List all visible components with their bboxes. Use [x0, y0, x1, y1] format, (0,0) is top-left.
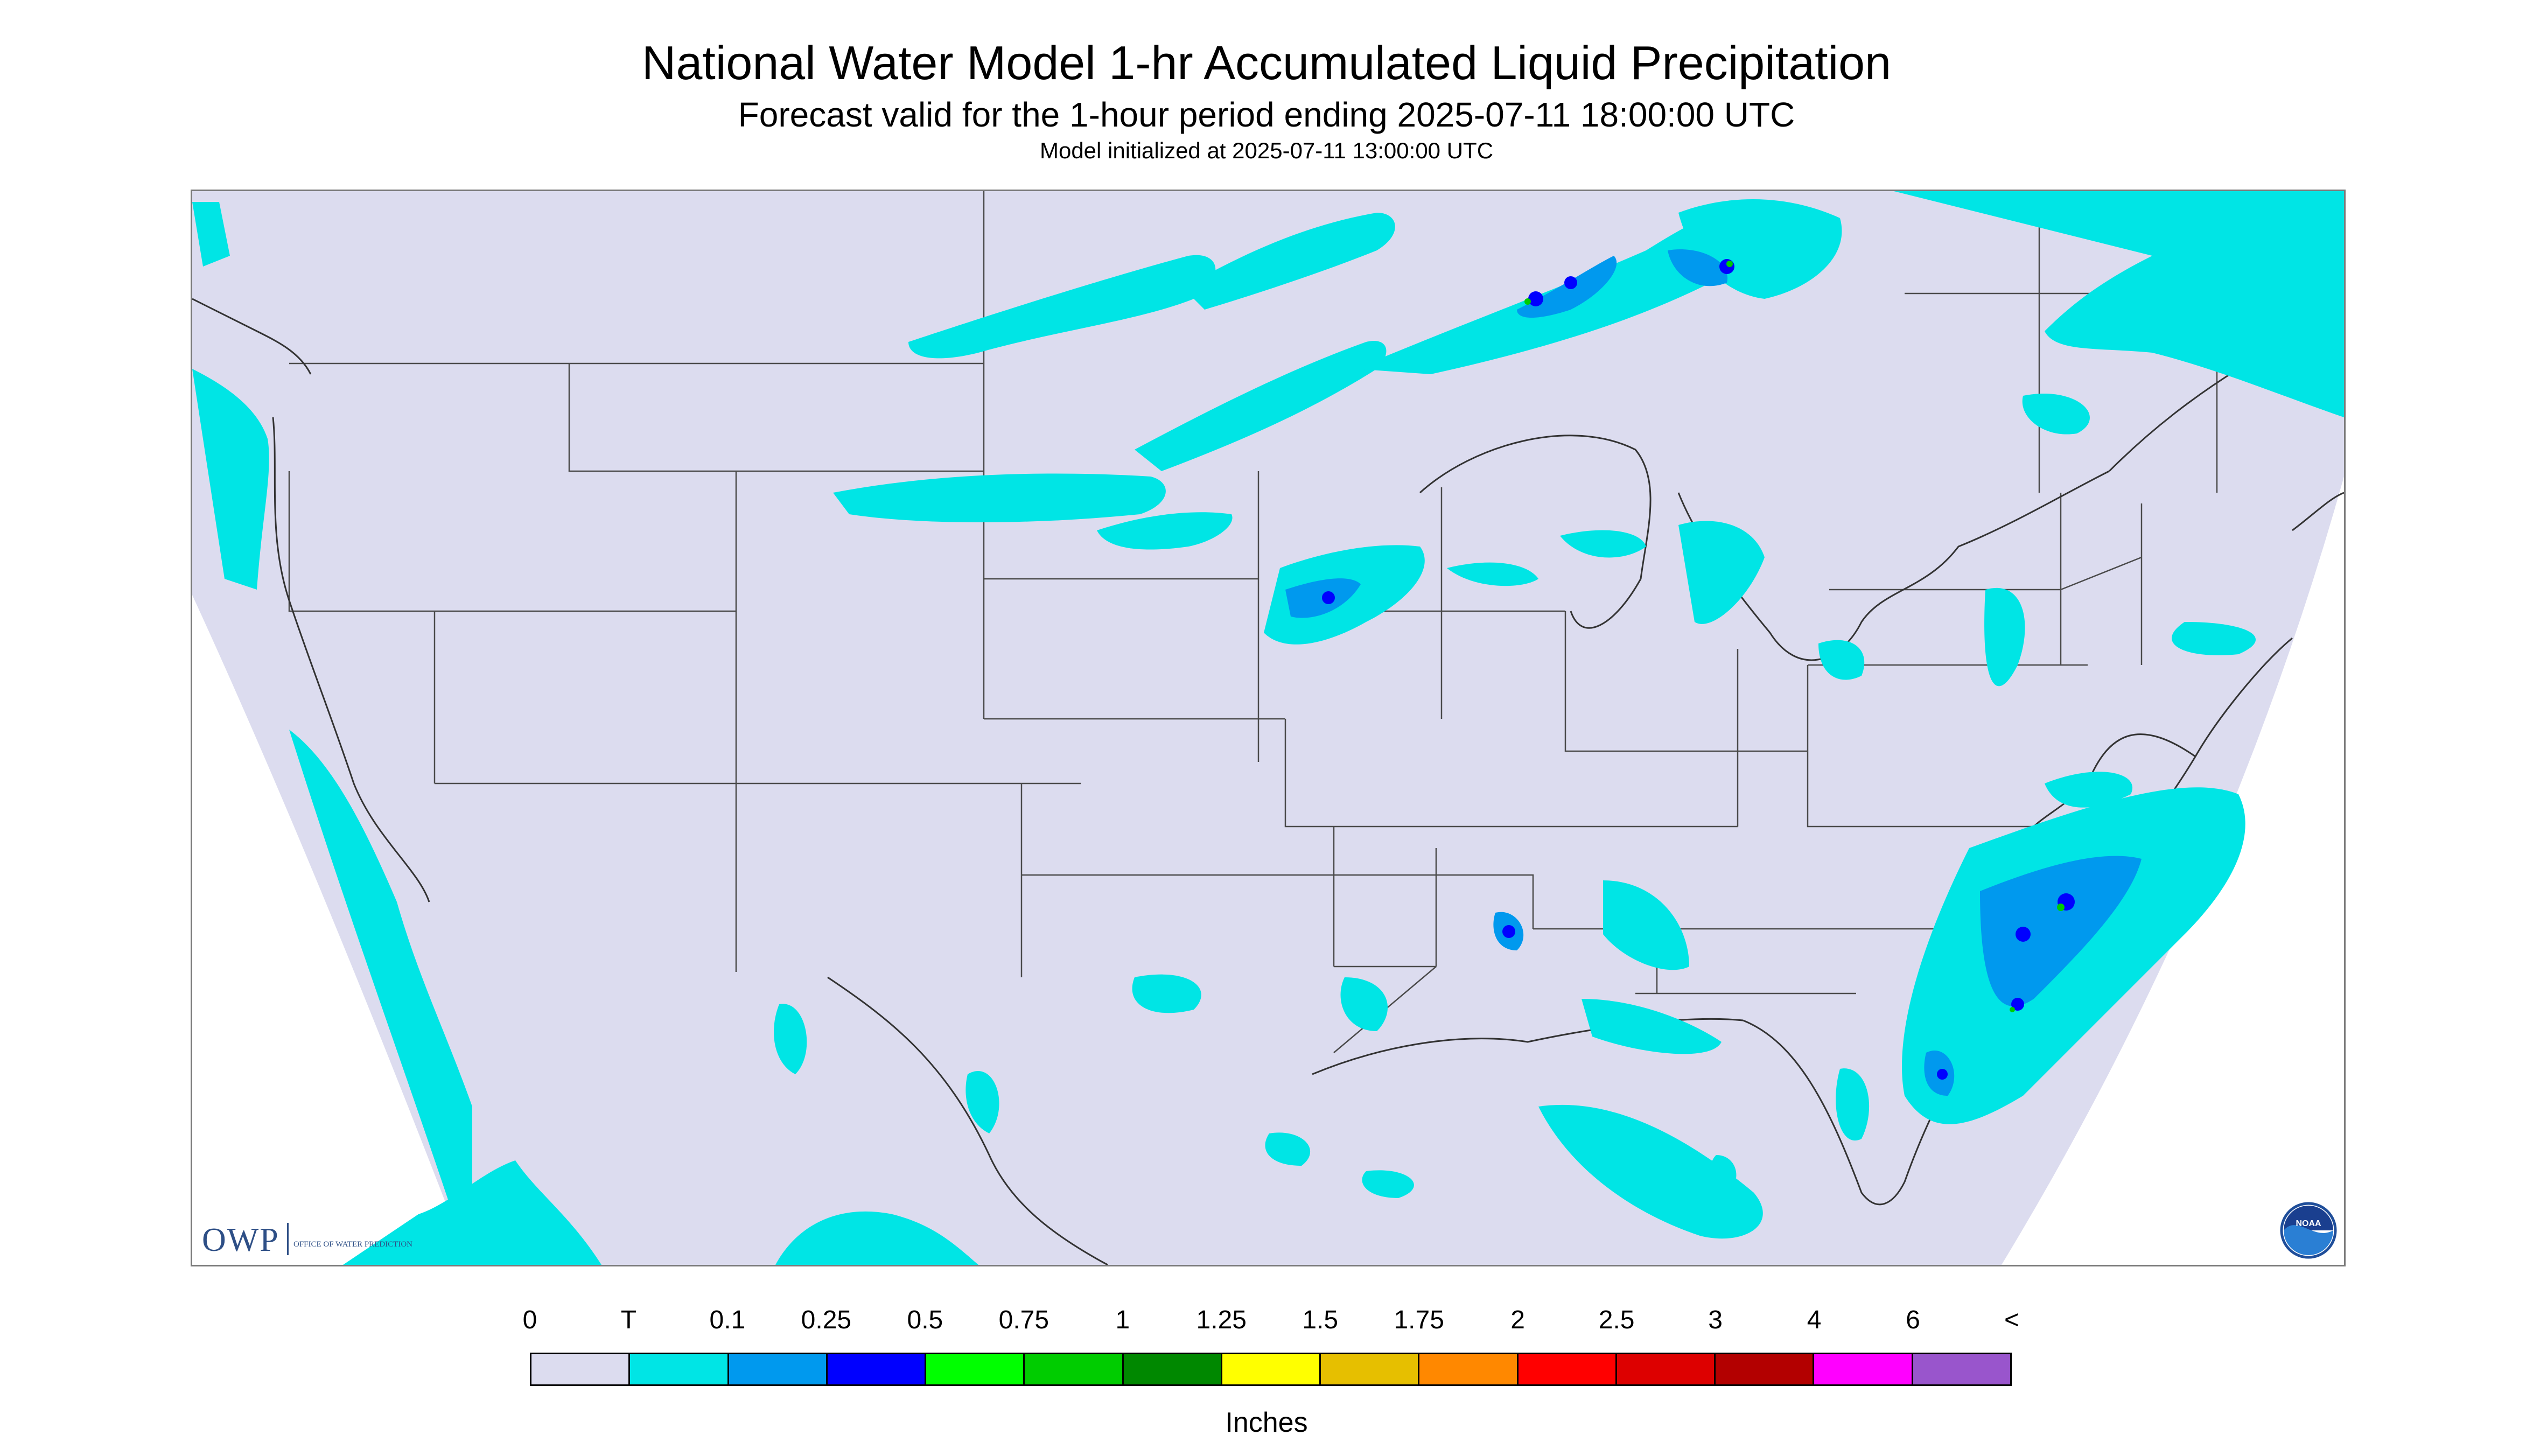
- legend-color-box: [1025, 1354, 1124, 1384]
- owp-logo: OWP OFFICE OF WATER PREDICTION: [202, 1222, 412, 1258]
- legend-label: <: [2004, 1306, 2020, 1334]
- legend-color-box: [1814, 1354, 1913, 1384]
- map-canvas: OWP OFFICE OF WATER PREDICTION NOAA: [192, 191, 2344, 1265]
- legend-label: 2: [1510, 1306, 1526, 1334]
- precipitation-trace-areas: [192, 191, 2344, 1265]
- precipitation-map: OWP OFFICE OF WATER PREDICTION NOAA: [191, 190, 2346, 1266]
- precipitation-heavy-cores: [1524, 261, 2065, 1012]
- legend-labels: 0 T 0.1 0.25 0.5 0.75 1 1.25 1.5 1.75 2 2.5 3 4 6 <: [0, 1305, 2533, 1343]
- legend-color-box: [1518, 1354, 1617, 1384]
- precipitation-moderate-cores: [1322, 259, 2075, 1080]
- legend-color-box: [827, 1354, 927, 1384]
- legend-label: 3: [1708, 1306, 1723, 1334]
- legend-label: 4: [1807, 1306, 1822, 1334]
- legend-color-box: [729, 1354, 828, 1384]
- legend-units: Inches: [1225, 1407, 1308, 1438]
- legend-color-box: [1222, 1354, 1321, 1384]
- legend-color-box: [926, 1354, 1025, 1384]
- legend-label: 1.5: [1302, 1306, 1339, 1334]
- legend-label: 6: [1906, 1306, 1920, 1334]
- legend-color-box: [1617, 1354, 1716, 1384]
- legend-label: 0.25: [801, 1306, 852, 1334]
- model-domain: [192, 191, 2344, 1265]
- legend-color-box: [1913, 1354, 2010, 1384]
- legend-color-box: [1716, 1354, 1815, 1384]
- legend-color-box: [1123, 1354, 1222, 1384]
- legend-label: 1.75: [1394, 1306, 1444, 1334]
- noaa-logo-text: NOAA: [2296, 1219, 2321, 1228]
- legend-label: 0: [522, 1306, 537, 1334]
- model-init-line: Model initialized at 2025-07-11 13:00:00…: [1039, 138, 1494, 163]
- legend-label: 2.5: [1598, 1306, 1635, 1334]
- map-subtitle: Forecast valid for the 1-hour period end…: [738, 95, 1795, 134]
- legend-color-box: [630, 1354, 729, 1384]
- legend-colorbar: [530, 1353, 2012, 1386]
- map-title: National Water Model 1-hr Accumulated Li…: [641, 36, 1892, 89]
- legend-label: 1.25: [1196, 1306, 1247, 1334]
- legend-label: 0.1: [709, 1306, 746, 1334]
- legend-color-box: [1321, 1354, 1420, 1384]
- legend-color-box: [531, 1354, 631, 1384]
- legend-label: 0.75: [998, 1306, 1049, 1334]
- legend-color-box: [1419, 1354, 1519, 1384]
- state-boundaries: [288, 191, 2238, 1053]
- noaa-logo: NOAA: [2280, 1202, 2337, 1259]
- owp-logo-letters: OWP: [202, 1222, 279, 1258]
- legend-label: 1: [1115, 1306, 1130, 1334]
- legend-label: 0.5: [907, 1306, 943, 1334]
- owp-logo-subtext: OFFICE OF WATER PREDICTION: [293, 1240, 412, 1249]
- legend-label: T: [620, 1306, 637, 1334]
